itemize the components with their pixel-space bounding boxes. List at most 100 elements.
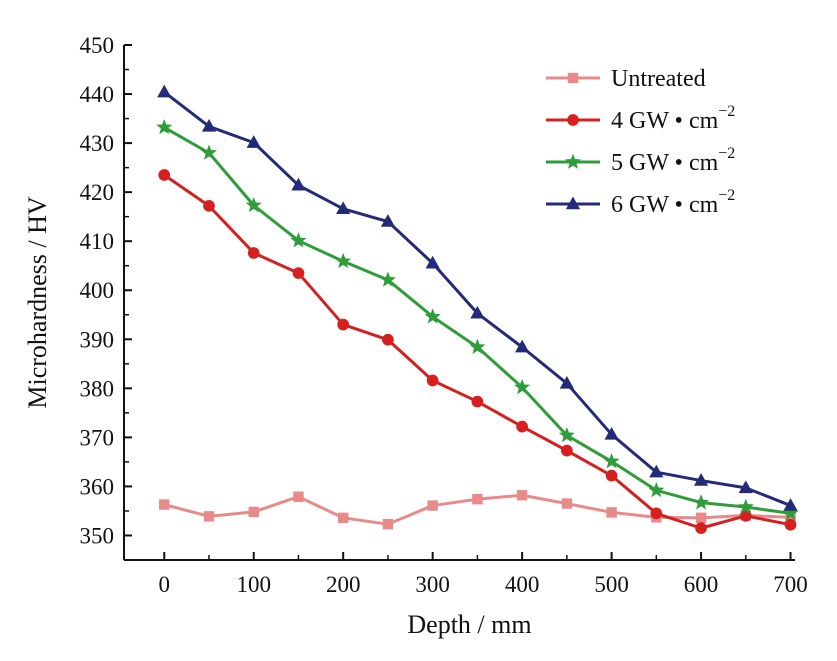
data-point (290, 232, 307, 248)
data-point (248, 506, 259, 518)
y-tick-label: 410 (80, 229, 115, 254)
data-point (245, 196, 262, 213)
data-point (425, 255, 440, 269)
data-point (514, 378, 531, 395)
data-point (203, 511, 215, 522)
data-point (784, 518, 797, 531)
x-tick-label: 300 (415, 572, 450, 597)
data-point (782, 504, 799, 521)
data-point (382, 333, 394, 346)
legend-label: 5 GW • cm−2 (611, 145, 735, 176)
y-tick-label: 450 (80, 33, 115, 58)
legend-item: 4 GW • cm−2 (546, 103, 735, 134)
data-point (606, 507, 617, 518)
data-point (336, 201, 351, 215)
data-point (424, 308, 441, 324)
legend: Untreated 4 GW • cm−2 5 GW • cm−2 6 GW • cm… (546, 66, 735, 218)
y-tick-label: 390 (80, 327, 115, 352)
data-point (565, 196, 581, 210)
x-tick-label: 0 (159, 572, 171, 597)
y-tick-label: 430 (80, 131, 115, 156)
data-point (337, 512, 349, 524)
x-tick-label: 600 (684, 572, 719, 597)
data-point (337, 318, 350, 331)
data-point (516, 420, 528, 433)
data-point (737, 498, 754, 514)
data-point (470, 305, 485, 319)
data-point (559, 375, 574, 389)
data-point (605, 469, 618, 482)
data-point (472, 493, 483, 505)
data-point (292, 267, 305, 279)
data-point (693, 473, 709, 486)
data-point (693, 494, 710, 510)
data-point (739, 510, 752, 522)
data-point (604, 426, 619, 440)
data-point (427, 500, 438, 511)
data-point (203, 200, 215, 212)
x-tick-label: 400 (505, 572, 540, 597)
series-star (156, 118, 799, 521)
data-point (200, 144, 218, 160)
x-axis-label: Depth / mm (407, 610, 531, 639)
data-point (293, 491, 304, 502)
data-point (561, 444, 573, 457)
data-point (695, 512, 707, 524)
y-tick-label: 380 (80, 376, 115, 401)
data-point (567, 72, 579, 84)
data-point (426, 374, 439, 387)
data-point (603, 452, 620, 469)
data-point (201, 118, 217, 132)
data-point (246, 135, 261, 148)
data-point (382, 518, 394, 530)
data-point (650, 507, 663, 520)
data-point (783, 498, 798, 511)
data-point (471, 395, 484, 408)
data-point (567, 114, 579, 126)
series-circle (158, 169, 797, 534)
data-point (158, 169, 171, 181)
legend-label: Untreated (611, 66, 706, 92)
data-point (291, 177, 306, 191)
series-triangle (157, 84, 798, 511)
data-point (558, 426, 575, 443)
data-point (561, 498, 573, 509)
legend-label: 4 GW • cm−2 (611, 103, 735, 134)
data-point (156, 118, 173, 135)
data-point (159, 499, 170, 510)
y-tick-label: 400 (80, 278, 115, 303)
data-point (649, 464, 664, 478)
x-tick-label: 500 (594, 572, 629, 597)
y-axis-label: Microhardness / HV (23, 196, 52, 409)
data-point (335, 252, 352, 269)
axes: 350 360 370 380 390 400 410 420 430 440 450 0 100 200… (80, 33, 808, 597)
y-tick-label: 440 (80, 82, 115, 107)
legend-item: Untreated (546, 66, 706, 92)
plot-area (156, 84, 799, 534)
data-point (516, 490, 528, 501)
x-tick-label: 700 (773, 572, 808, 597)
data-point (469, 338, 486, 354)
y-tick-label: 350 (80, 523, 115, 548)
data-point (695, 522, 707, 534)
data-point (515, 339, 530, 353)
data-point (157, 84, 172, 98)
legend-label: 6 GW • cm−2 (611, 187, 735, 218)
x-tick-label: 200 (326, 572, 361, 597)
legend-item: 5 GW • cm−2 (546, 145, 735, 176)
y-tick-label: 360 (80, 474, 115, 499)
data-point (648, 481, 665, 498)
data-point (379, 271, 396, 287)
x-tick-label: 100 (236, 572, 271, 597)
series-line (163, 126, 791, 515)
data-point (785, 512, 796, 523)
data-point (564, 153, 582, 169)
legend-item: 6 GW • cm−2 (546, 187, 735, 218)
data-point (380, 214, 396, 227)
y-tick-label: 420 (80, 180, 115, 205)
data-point (738, 480, 753, 494)
series-line (163, 173, 791, 530)
y-tick-label: 370 (80, 425, 115, 450)
data-point (247, 247, 260, 259)
